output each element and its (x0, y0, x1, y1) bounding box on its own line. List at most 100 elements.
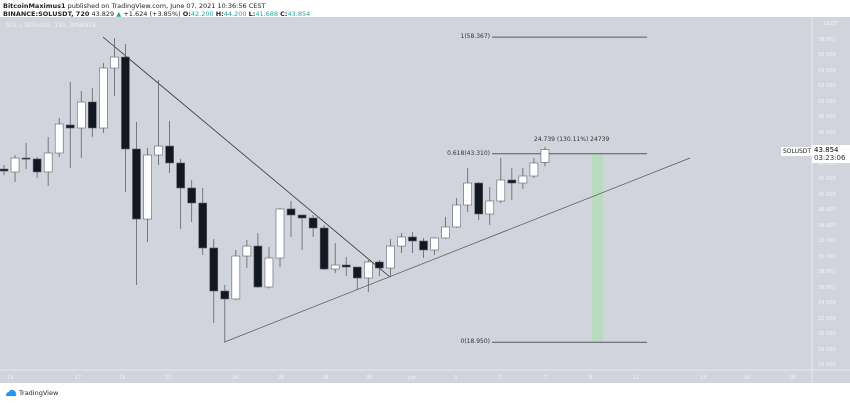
candle-up (54, 123, 64, 154)
time-tick: 17 (75, 375, 82, 381)
price-tick: 28.000 (818, 269, 836, 276)
candle-up (463, 182, 472, 206)
time-tick: 3 (454, 375, 458, 381)
price-tick: 42.000 (818, 160, 836, 167)
price-unit: USDT (824, 21, 838, 27)
time-tick: Jun (408, 375, 416, 381)
candlestick-plot[interactable] (0, 17, 850, 383)
bar-countdown: 03:23:06 (814, 154, 846, 162)
candle-down (209, 247, 219, 292)
candle-up (275, 208, 285, 259)
time-tick: 9 (589, 375, 593, 381)
measure-label: 24.739 (130.11%) 24739 (534, 135, 610, 143)
candle-up (518, 175, 528, 184)
candle-down (341, 264, 351, 268)
price-tick: 46.000 (818, 129, 836, 136)
price-tick: 58.000 (818, 37, 836, 43)
price-tick: 34.000 (818, 222, 836, 229)
brand-name: TradingView (19, 389, 59, 397)
candle-up (452, 204, 461, 228)
last-price-value: 43.854 (814, 146, 839, 154)
candle-down (132, 148, 141, 220)
candle-up (540, 149, 550, 163)
candle-up (110, 56, 119, 69)
candle-down (32, 158, 42, 173)
low-label: L: (248, 10, 256, 18)
author-name[interactable]: BitcoinMaximus1 (3, 2, 66, 10)
low-value: 41.688 (255, 10, 279, 18)
ascending-trendline (223, 157, 691, 343)
close-label: C: (280, 10, 288, 18)
candle-up (154, 145, 163, 156)
time-tick: 14 (700, 375, 707, 381)
price-tick: 40.000 (818, 176, 836, 183)
candle-up (264, 257, 274, 288)
candle-up (43, 152, 53, 173)
time-tick: 30 (366, 375, 373, 381)
candle-down (253, 245, 263, 288)
time-tick: 14 (7, 375, 14, 381)
price-tick: 56.000 (818, 52, 836, 59)
candle-down (297, 214, 307, 219)
high-value: 44.200 (223, 10, 247, 18)
time-tick: 19 (119, 375, 126, 381)
candle-down (352, 266, 362, 279)
time-tick: 5 (499, 375, 503, 381)
open-label: O: (182, 10, 191, 18)
candle-down (121, 56, 130, 150)
chart-legend: SOL / TetherUS, 12h, BINANCE (6, 22, 97, 29)
price-tick: 16.000 (818, 362, 836, 369)
time-tick: 11 (633, 375, 640, 381)
time-tick: 28 (322, 375, 329, 381)
time-tick: 7 (544, 375, 548, 381)
candle-up (76, 101, 86, 129)
candle-up (386, 245, 395, 269)
change: +1.624 (+3.85%) (123, 10, 181, 18)
time-tick: 16 (744, 375, 751, 381)
descending-trendline (102, 36, 391, 278)
tradingview-cloud-icon (6, 389, 17, 396)
candle-down (21, 157, 31, 160)
fib-level-label: 0(18.950) (460, 338, 491, 346)
candle-down (507, 179, 517, 184)
chart-area[interactable]: SOL / TetherUS, 12h, BINANCE USDT 58.000… (0, 17, 850, 383)
candle-down (165, 145, 174, 164)
target-zone (592, 153, 603, 343)
candle-up (10, 157, 20, 173)
price-tick: 54.000 (818, 67, 836, 74)
price-tick: 30.000 (818, 253, 836, 260)
price-tick: 32.000 (818, 238, 836, 245)
tradingview-logo[interactable]: TradingView (5, 389, 58, 397)
open-value: 42.200 (190, 10, 214, 18)
candle-up (430, 237, 439, 251)
candle-up (441, 226, 450, 239)
candle-up (330, 264, 340, 270)
candle-down (65, 124, 75, 129)
symbol-tag: SOLUSDT (781, 147, 814, 156)
candle-up (231, 255, 241, 300)
candle-down (198, 202, 208, 249)
candle-up (529, 162, 539, 177)
candle-down (319, 227, 329, 270)
high-label: H: (215, 10, 224, 18)
candle-down (286, 208, 296, 216)
price-tick: 22.000 (818, 315, 836, 322)
symbol: BINANCE:SOLUSDT, 720 (3, 10, 90, 18)
candle-down (176, 162, 185, 189)
time-tick: 26 (278, 375, 285, 381)
time-tick: 18 (789, 375, 796, 381)
candle-down (474, 182, 484, 215)
candle-down (220, 290, 230, 300)
price-tick: 20.000 (818, 331, 836, 338)
price-tick: 48.000 (818, 114, 836, 121)
candle-down (187, 187, 196, 204)
candle-up (485, 200, 495, 215)
candle-up (496, 179, 506, 202)
candle-down (419, 240, 428, 251)
candle-up (397, 236, 406, 247)
publish-info: BitcoinMaximus1 published on TradingView… (3, 2, 265, 10)
last-price: 43.829 (91, 10, 115, 18)
candle-down (88, 101, 97, 129)
ohlc-bar: BINANCE:SOLUSDT, 720 43.829 ▲ +1.624 (+3… (3, 10, 310, 18)
fib-level-label: 0.618(43.310) (447, 149, 490, 157)
